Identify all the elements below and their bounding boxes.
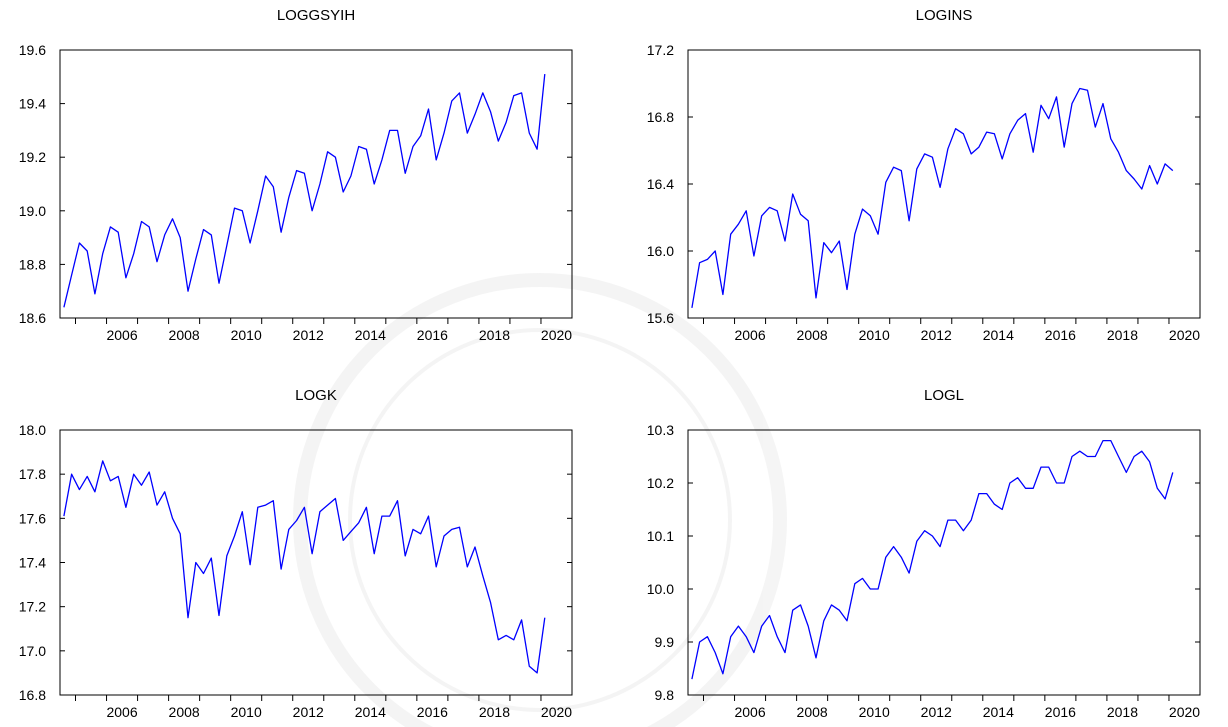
x-tick-label: 2010	[231, 704, 262, 720]
y-tick-label: 10.2	[647, 475, 674, 491]
y-tick-label: 10.0	[647, 581, 674, 597]
plot-frame	[687, 429, 1201, 696]
series-line	[691, 87, 1174, 309]
x-tick-label: 2016	[1045, 704, 1076, 720]
watermark-seal	[293, 273, 787, 727]
x-tick-label: 2010	[859, 704, 890, 720]
x-tick-label: 2012	[293, 327, 324, 343]
series-line	[691, 439, 1174, 680]
chart-title: LOGK	[295, 387, 337, 404]
x-tick-label: 2014	[355, 327, 386, 343]
x-tick-label: 2018	[479, 327, 510, 343]
plot-frame	[59, 49, 573, 319]
y-tick-label: 18.0	[19, 422, 46, 438]
x-tick-label: 2020	[1169, 704, 1200, 720]
y-tick-label: 17.0	[19, 643, 46, 659]
x-tick-label: 2006	[734, 327, 765, 343]
chart-panel-logl: LOGL 9.8 9.9 10.0 10.1 10.2 10.3 2006 2008 2010 20…	[647, 387, 1201, 720]
y-tick-label: 19.6	[19, 42, 46, 58]
y-tick-label: 17.2	[647, 42, 674, 58]
y-tick-label: 9.9	[655, 634, 675, 650]
x-tick-label: 2008	[169, 704, 200, 720]
x-tick-label: 2014	[983, 327, 1014, 343]
x-tick-label: 2006	[106, 327, 137, 343]
y-tick-label: 17.4	[19, 555, 46, 571]
x-tick-label: 2012	[921, 704, 952, 720]
y-tick-label: 10.1	[647, 528, 674, 544]
chart-panel-logins: LOGINS 15.6 16.0 16.4 16.8 17.2 2006 2008 2010 20…	[647, 7, 1201, 343]
x-tick-label: 2008	[797, 704, 828, 720]
plot-frame	[59, 429, 573, 696]
x-tick-label: 2020	[541, 327, 572, 343]
x-tick-label: 2016	[417, 327, 448, 343]
series-line	[63, 460, 546, 674]
x-tick-label: 2006	[106, 704, 137, 720]
chart-panel-loggsyih: LOGGSYIH 18.6 18.8 19.0 19.2 19.4 19.6 2006 2008…	[19, 7, 573, 343]
chart-title: LOGL	[924, 387, 964, 404]
x-tick-label: 2008	[169, 327, 200, 343]
chart-title: LOGINS	[916, 7, 973, 24]
chart-panel-logk: LOGK 16.8 17.0 17.2 17.4 17.6 17.8 18.0 2006 2008…	[19, 387, 573, 720]
plot-frame	[687, 49, 1201, 319]
y-tick-label: 17.2	[19, 599, 46, 615]
y-tick-label: 19.4	[19, 96, 46, 112]
y-tick-label: 9.8	[655, 687, 675, 703]
y-tick-label: 16.8	[647, 109, 674, 125]
series-line	[63, 74, 546, 308]
x-tick-label: 2018	[479, 704, 510, 720]
y-tick-label: 18.6	[19, 310, 46, 326]
x-tick-label: 2018	[1107, 704, 1138, 720]
x-tick-label: 2012	[921, 327, 952, 343]
x-tick-label: 2020	[541, 704, 572, 720]
y-tick-label: 10.3	[647, 422, 674, 438]
x-tick-label: 2012	[293, 704, 324, 720]
x-tick-label: 2008	[797, 327, 828, 343]
y-tick-label: 16.4	[647, 176, 674, 192]
y-tick-label: 17.6	[19, 510, 46, 526]
y-tick-label: 18.8	[19, 256, 46, 272]
y-tick-label: 15.6	[647, 310, 674, 326]
y-tick-label: 19.0	[19, 203, 46, 219]
y-tick-label: 19.2	[19, 149, 46, 165]
y-tick-label: 16.8	[19, 687, 46, 703]
x-tick-label: 2020	[1169, 327, 1200, 343]
x-tick-label: 2016	[1045, 327, 1076, 343]
x-tick-label: 2010	[231, 327, 262, 343]
x-tick-label: 2016	[417, 704, 448, 720]
x-tick-label: 2010	[859, 327, 890, 343]
x-tick-label: 2006	[734, 704, 765, 720]
x-tick-label: 2014	[355, 704, 386, 720]
y-tick-label: 17.8	[19, 466, 46, 482]
chart-title: LOGGSYIH	[277, 7, 355, 24]
x-tick-label: 2014	[983, 704, 1014, 720]
y-tick-label: 16.0	[647, 243, 674, 259]
x-tick-label: 2018	[1107, 327, 1138, 343]
